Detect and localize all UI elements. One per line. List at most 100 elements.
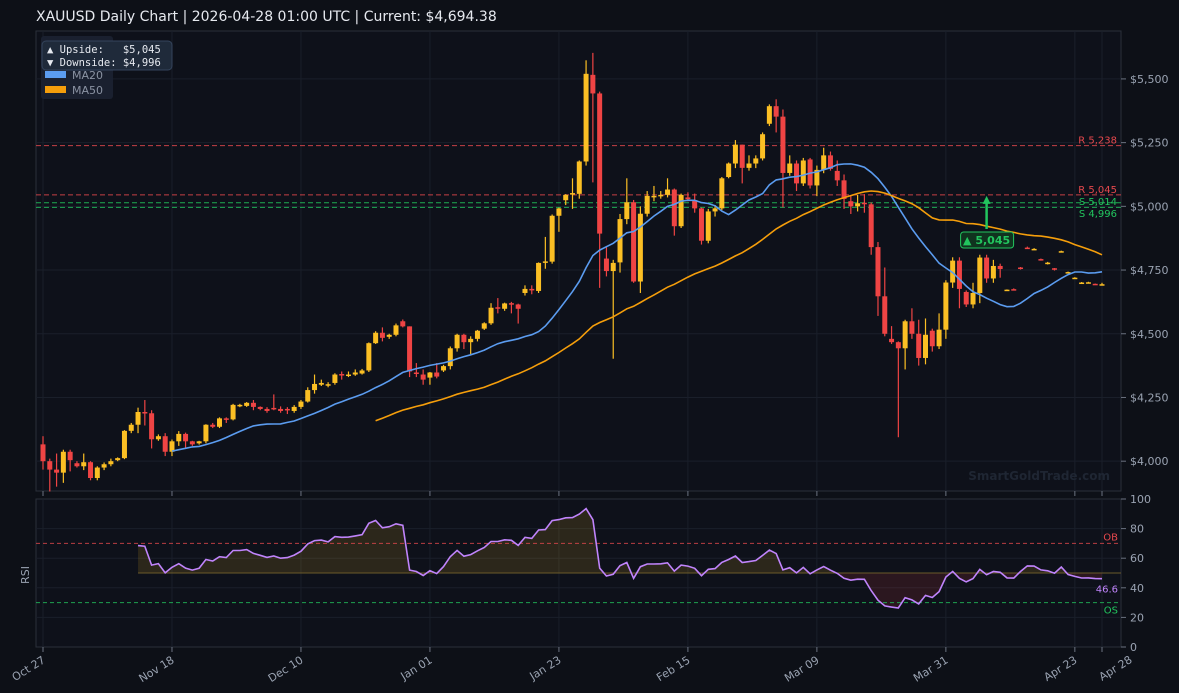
bullish-candle <box>155 436 161 440</box>
bearish-candle <box>420 374 426 380</box>
legend-ma50-label: MA50 <box>72 84 103 97</box>
bullish-candle <box>610 262 616 272</box>
bearish-candle <box>909 321 915 334</box>
bearish-candle <box>515 304 521 309</box>
bearish-candle <box>1092 283 1098 286</box>
bullish-candle <box>719 178 725 209</box>
bearish-candle <box>257 406 263 409</box>
date-tick-label: Mar 31 <box>911 654 950 685</box>
bullish-candle <box>305 390 311 402</box>
bullish-candle <box>821 155 827 170</box>
upside-target: ▲ Upside: $5,045 <box>47 44 161 56</box>
bullish-candle <box>746 163 752 168</box>
bearish-candle <box>882 296 888 334</box>
bullish-candle <box>732 144 738 164</box>
bullish-candle <box>298 401 304 407</box>
bearish-candle <box>183 433 189 442</box>
bearish-candle <box>671 189 677 227</box>
moving-averages <box>171 163 1103 452</box>
bullish-candle <box>488 307 494 324</box>
bullish-candle <box>345 374 351 377</box>
bullish-candle <box>332 374 338 383</box>
bearish-candle <box>631 202 637 282</box>
bearish-candle <box>603 258 609 272</box>
bearish-candle <box>74 463 80 467</box>
bearish-candle <box>284 408 290 411</box>
bullish-candle <box>244 402 250 406</box>
bearish-candle <box>1011 289 1017 291</box>
bullish-candle <box>583 73 589 162</box>
bullish-candle <box>128 424 134 431</box>
rsi-oversold-label: OS <box>1104 606 1118 617</box>
target-badge-label: ▲ 5,045 <box>963 234 1010 247</box>
bearish-candle <box>692 200 698 209</box>
bullish-candle <box>81 462 87 467</box>
bullish-candle <box>366 343 372 371</box>
date-tick-label: Apr 23 <box>1042 654 1080 684</box>
bullish-candle <box>651 195 657 198</box>
bearish-candle <box>590 74 596 94</box>
bullish-candle <box>94 467 100 479</box>
ma20-line <box>171 163 1103 452</box>
rsi-last-value: 46.6 <box>1096 585 1118 596</box>
bullish-candle <box>1099 284 1105 286</box>
bearish-candle <box>780 116 786 173</box>
bearish-candle <box>1024 247 1030 250</box>
bullish-candle <box>1085 282 1091 284</box>
date-tick-label: Feb 15 <box>654 654 692 685</box>
bullish-candle <box>325 384 331 386</box>
bullish-candle <box>176 433 182 442</box>
bullish-candle <box>196 441 202 444</box>
bullish-candle <box>563 194 569 201</box>
date-tick-label: Apr 28 <box>1097 653 1135 683</box>
rsi-tick-label: 20 <box>1130 611 1144 624</box>
bearish-candle <box>162 436 168 452</box>
price-tick-label: $5,250 <box>1130 137 1169 150</box>
bearish-candle <box>984 257 990 279</box>
bearish-candle <box>223 418 229 420</box>
bearish-candle <box>149 413 155 440</box>
bullish-candle <box>549 215 555 262</box>
support-level-label: S 5,014 <box>1079 197 1117 208</box>
bullish-candle <box>441 366 447 371</box>
ma50-line <box>375 190 1103 422</box>
bearish-candle <box>142 411 148 414</box>
bearish-candle <box>739 144 745 168</box>
bearish-candle <box>827 155 833 169</box>
bullish-candle <box>1065 272 1071 274</box>
date-tick-label: Dec 10 <box>266 654 306 686</box>
bearish-candle <box>841 180 847 199</box>
date-tick-label: Mar 09 <box>782 654 821 685</box>
bullish-candle <box>902 321 908 349</box>
bearish-candle <box>271 407 277 410</box>
bullish-candle <box>522 288 528 293</box>
bearish-candle <box>997 265 1003 270</box>
price-tick-label: $5,000 <box>1130 200 1169 213</box>
bullish-candle <box>169 441 175 452</box>
price-tick-label: $4,500 <box>1130 328 1169 341</box>
bullish-candle <box>386 334 392 337</box>
bullish-candle <box>678 194 684 227</box>
bullish-candle <box>990 265 996 279</box>
bullish-candle <box>556 208 562 216</box>
bearish-candle <box>916 333 922 358</box>
rsi-tick-label: 100 <box>1130 493 1151 506</box>
bearish-candle <box>698 208 704 241</box>
bearish-candle <box>963 291 969 305</box>
price-tick-label: $4,000 <box>1130 455 1169 468</box>
rsi-indicator: OB OS 46.6 <box>36 507 1121 617</box>
bullish-candle <box>977 257 983 293</box>
bullish-candle <box>502 303 508 309</box>
bullish-candle <box>814 169 820 186</box>
legend-ma50-swatch <box>45 86 66 93</box>
support-level-label: S 4,996 <box>1079 209 1117 220</box>
bearish-candle <box>1018 267 1024 269</box>
arrow-up-icon <box>982 195 991 204</box>
bullish-candle <box>923 334 928 358</box>
target-annotation: ▲ 5,045 <box>960 195 1015 249</box>
bullish-candle <box>474 330 480 339</box>
bullish-candle <box>203 424 209 442</box>
bullish-candle <box>352 372 358 375</box>
price-tick-label: $4,750 <box>1130 264 1169 277</box>
